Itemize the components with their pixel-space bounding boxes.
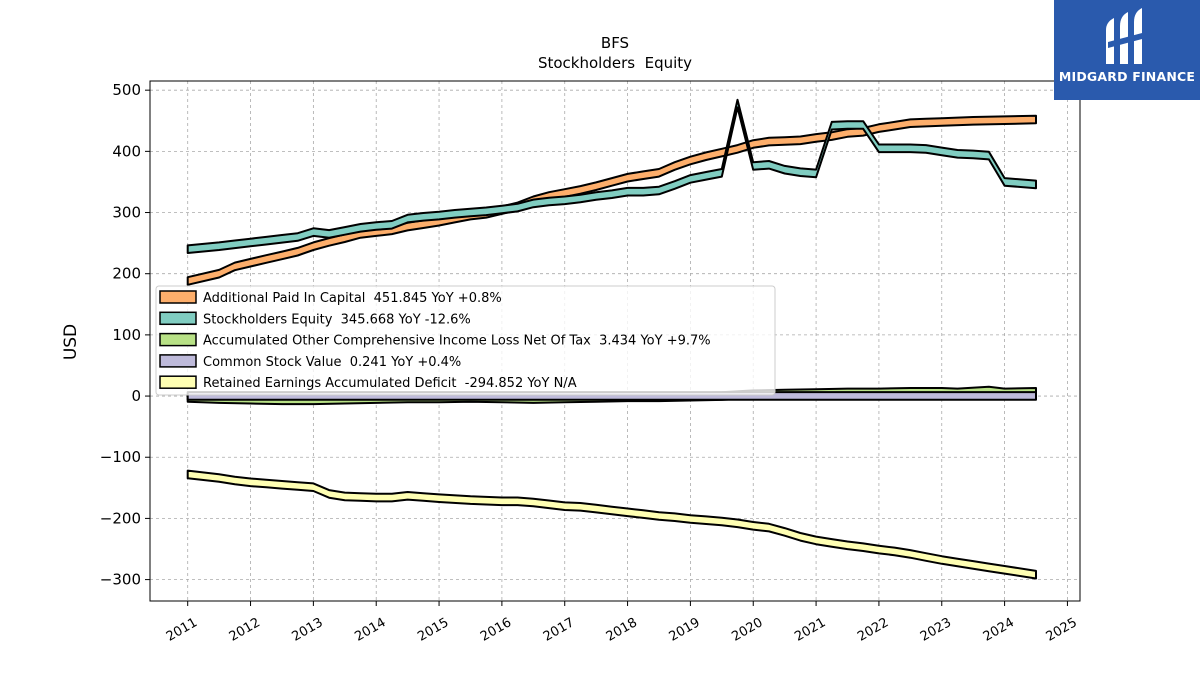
midgard-finance-logo: MIDGARD FINANCE [1054,0,1200,100]
legend-label-0: Additional Paid In Capital 451.845 YoY +… [203,291,502,306]
midgard-logo-icon [1106,8,1146,64]
y-tick-label: 400 [112,142,141,160]
y-tick-label: −200 [100,509,141,527]
legend-box [155,285,776,396]
x-tick-label: 2021 [792,615,828,645]
chart-subtitle: Stockholders Equity [538,54,692,72]
legend-label-4: Retained Earnings Accumulated Deficit -2… [203,376,577,391]
x-tick-label: 2018 [604,615,640,645]
y-tick-label: 100 [112,326,141,344]
x-tick-label: 2022 [855,615,891,645]
series-line-4 [186,469,1037,580]
x-tick-label: 2013 [290,615,326,645]
chart-title: BFS [601,34,629,52]
x-tick-label: 2016 [478,615,514,645]
x-tick-label: 2025 [1044,615,1080,645]
plot-frame [149,80,1081,602]
x-tick-label: 2019 [667,615,703,645]
y-tick-label: 500 [112,81,141,99]
y-tick-label: 0 [131,387,141,405]
legend-swatch-0 [159,290,197,304]
x-tick-label: 2015 [415,615,451,645]
legend-label-2: Accumulated Other Comprehensive Income L… [203,334,711,349]
x-tick-label: 2014 [352,615,388,645]
x-tick-label: 2023 [918,615,954,645]
legend-swatch-4 [159,375,197,389]
y-axis: 500 400 300 200 100 0 −100 −200 −300 [100,81,150,589]
brand-name: MIDGARD FINANCE [1058,69,1196,84]
y-tick-label: 300 [112,204,141,222]
series-line-0 [186,114,1037,286]
x-tick-label: 2017 [541,615,577,645]
y-tick-label: −100 [100,448,141,466]
y-axis-label: USD [61,324,81,360]
y-tick-label: 200 [112,265,141,283]
x-tick-label: 2024 [981,615,1017,645]
x-tick-label: 2020 [729,615,765,645]
legend-label-3: Common Stock Value 0.241 YoY +0.4% [203,355,461,370]
legend-swatch-1 [159,311,197,326]
series-line-1 [186,98,1037,254]
x-axis: 2011 2012 2013 2014 2015 2016 2017 2018 2019 2020… [164,601,1080,645]
y-tick-label: −300 [100,571,141,589]
x-tick-label: 2012 [227,615,263,645]
legend: Additional Paid In Capital 451.845 YoY +… [155,285,776,396]
legend-label-1: Stockholders Equity 345.668 YoY -12.6% [203,312,471,327]
x-tick-label: 2011 [164,615,200,645]
legend-swatch-3 [159,354,197,368]
legend-swatch-2 [159,332,197,347]
